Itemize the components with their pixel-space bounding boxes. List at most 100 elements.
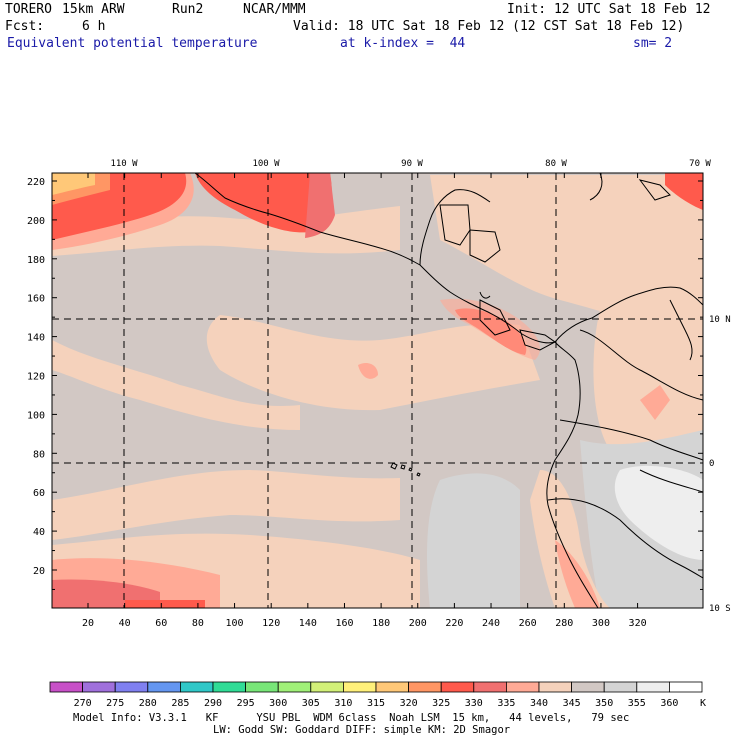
longitude-label: 110 W xyxy=(110,159,138,169)
border-guatemala xyxy=(439,204,471,246)
y-tick-label: 140 xyxy=(27,333,45,344)
galapagos-santa-cruz xyxy=(400,464,406,470)
valid-time: Valid: 18 UTC Sat 18 Feb 12 (12 CST Sat … xyxy=(293,19,685,34)
x-tick-label: 180 xyxy=(372,618,390,629)
colorbar-swatch xyxy=(179,681,214,693)
y-tick-label: 220 xyxy=(27,177,45,188)
latitude-label: 10 S xyxy=(709,604,731,614)
physics-info: LW: Godd SW: Goddard DIFF: simple KM: 2D… xyxy=(213,724,511,736)
level-label: at k-index = 44 xyxy=(340,36,466,51)
colorbar-level-label: 355 xyxy=(628,698,646,709)
graticule xyxy=(52,173,703,608)
shading-345-center-blob xyxy=(206,315,540,411)
shading-345-west-band xyxy=(52,340,300,430)
model-resolution: 15km ARW xyxy=(62,2,125,17)
colorbar-labels: 270 275 280 285 290 295 300 305 310 315 320 325 330 3… xyxy=(74,698,706,709)
coastline-maracaibo xyxy=(669,299,693,361)
x-tick-label: 160 xyxy=(335,618,353,629)
colorbar-swatch xyxy=(82,681,116,693)
colorbar-level-label: 300 xyxy=(269,698,287,709)
colorbar-level-label: 320 xyxy=(400,698,418,709)
colorbar-swatch xyxy=(342,681,377,693)
coastline-yucatan xyxy=(419,189,491,266)
latitude-label: 10 N xyxy=(709,315,731,325)
colorbar-level-label: 305 xyxy=(302,698,320,709)
y-axis-labels: 220 200 180 160 140 120 100 80 60 40 20 xyxy=(27,177,45,577)
longitude-label: 80 W xyxy=(545,159,567,169)
x-tick-label: 40 xyxy=(119,618,131,629)
colorbar-swatch xyxy=(310,681,344,693)
galapagos-espanola xyxy=(416,472,421,477)
shading-345-andes xyxy=(593,300,703,474)
colorbar-swatch xyxy=(669,681,703,693)
x-tick-label: 300 xyxy=(592,618,610,629)
colorbar-swatch xyxy=(473,681,507,693)
longitude-label: 70 W xyxy=(689,159,711,169)
colorbar-swatch xyxy=(212,681,246,693)
shading-350-south-central xyxy=(427,473,520,608)
colorbar-level-label: 345 xyxy=(563,698,581,709)
center-label: NCAR/MMM xyxy=(243,2,306,17)
y-tick-label: 80 xyxy=(33,449,45,460)
colorbar-level-label: 270 xyxy=(74,698,92,709)
colorbar-level-label: 360 xyxy=(660,698,678,709)
longitude-labels: 110 W 100 W 90 W 80 W 70 W xyxy=(110,159,711,169)
colorbar-swatch xyxy=(505,681,540,693)
colorbar-level-label: 280 xyxy=(139,698,157,709)
y-tick-label: 200 xyxy=(27,216,45,227)
colorbar-swatch xyxy=(571,681,605,693)
x-tick-label: 280 xyxy=(555,618,573,629)
border-ecuador-peru xyxy=(639,469,704,493)
colorbar-swatch xyxy=(603,681,638,693)
border-honduras xyxy=(469,229,501,263)
shading-340-colombia xyxy=(640,385,670,420)
coastlines xyxy=(194,172,704,609)
colorbar-swatch xyxy=(636,681,670,693)
colorbar-swatch xyxy=(277,681,312,693)
forecast-label: Fcst: xyxy=(5,19,45,34)
model-info: Model Info: V3.3.1 KF YSU PBL WDM 6class… xyxy=(73,712,630,724)
colorbar-swatch xyxy=(114,681,149,693)
border-costa-rica xyxy=(479,299,511,336)
shading-320-northwest xyxy=(52,173,95,195)
y-tick-label: 100 xyxy=(27,410,45,421)
colorbar-swatch xyxy=(408,681,442,693)
x-tick-label: 140 xyxy=(299,618,317,629)
forecast-hour: 6 h xyxy=(82,19,106,34)
shading-345-northeast xyxy=(430,175,703,323)
galapagos-isabela xyxy=(390,462,398,470)
colorbar-level-label: 285 xyxy=(171,698,189,709)
colorbar-level-label: 330 xyxy=(465,698,483,709)
x-tick-label: 320 xyxy=(629,618,647,629)
x-tick-label: 200 xyxy=(409,618,427,629)
y-tick-label: 20 xyxy=(33,566,45,577)
colorbar-level-label: 340 xyxy=(530,698,548,709)
x-tick-label: 120 xyxy=(262,618,280,629)
smoothing-label: sm= 2 xyxy=(633,36,673,51)
border-colombia-peru xyxy=(559,419,704,461)
colorbar-unit: K xyxy=(700,698,706,709)
colorbar-swatch xyxy=(49,681,83,693)
x-tick-label: 60 xyxy=(155,618,167,629)
colorbar-swatch xyxy=(538,681,572,693)
model-name: TORERO xyxy=(5,2,52,17)
colorbar-swatch xyxy=(375,681,409,693)
field-title: Equivalent potential temperature xyxy=(7,36,258,51)
init-time: Init: 12 UTC Sat 18 Feb 12 xyxy=(507,2,711,17)
latitude-labels: 10 N 0 10 S xyxy=(709,315,731,614)
y-tick-label: 40 xyxy=(33,527,45,538)
coastline-hispaniola xyxy=(638,179,671,201)
y-tick-label: 120 xyxy=(27,372,45,383)
coastline-south-america-west xyxy=(546,341,599,609)
shading-340-small-cell xyxy=(358,363,378,379)
y-tick-label: 180 xyxy=(27,255,45,266)
colorbar-level-label: 315 xyxy=(367,698,385,709)
colorbar-level-label: 295 xyxy=(237,698,255,709)
x-tick-label: 20 xyxy=(82,618,94,629)
x-tick-label: 260 xyxy=(519,618,537,629)
coastline-caribbean-south xyxy=(554,286,704,343)
latitude-label: 0 xyxy=(709,459,714,469)
colorbar-level-label: 335 xyxy=(497,698,515,709)
map-frame xyxy=(51,172,704,609)
map-fill-shading xyxy=(52,173,703,608)
